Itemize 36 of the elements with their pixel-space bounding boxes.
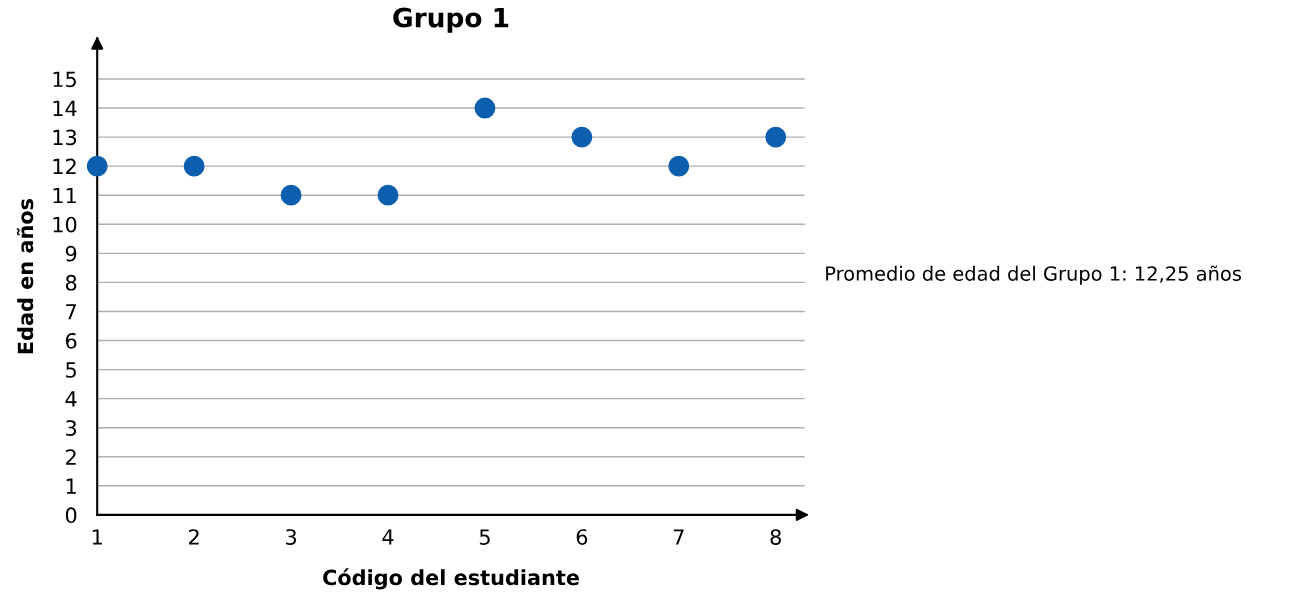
y-tick-label: 1	[66, 478, 76, 494]
y-tick-label: 10	[53, 216, 77, 233]
chart-title: Grupo 1	[393, 7, 509, 33]
y-tick-label: 2	[66, 449, 76, 465]
point	[765, 126, 787, 148]
y-axis-title: Edad en años	[16, 198, 34, 354]
x-tick-label: 3	[286, 529, 297, 545]
point	[668, 155, 690, 177]
x-tick-label: 5	[479, 529, 490, 545]
x-tick-label: 1	[92, 529, 102, 545]
y-tick-label: 4	[65, 391, 77, 407]
y-tick-label: 12	[53, 158, 76, 175]
x-tick-label: 6	[576, 529, 588, 545]
x-tick-label: 7	[673, 529, 684, 545]
point	[86, 155, 108, 177]
point	[474, 97, 496, 119]
y-tick-label: 9	[65, 245, 77, 262]
x-tick-label: 8	[770, 529, 781, 545]
y-tick-label: 5	[66, 362, 76, 378]
point	[280, 184, 302, 206]
y-tick-label: 8	[65, 274, 77, 291]
y-tick-label: 15	[53, 71, 76, 88]
point	[571, 126, 593, 148]
y-tick-label: 11	[53, 187, 76, 204]
y-tick-label: 6	[65, 332, 77, 349]
point	[183, 155, 205, 177]
x-tick-label: 4	[382, 529, 394, 545]
y-tick-label: 13	[53, 129, 77, 146]
y-tick-label: 7	[66, 304, 76, 320]
point	[377, 184, 399, 206]
x-tick-label: 2	[189, 529, 199, 545]
y-tick-label: 3	[66, 420, 77, 436]
text: Promedio de edad del Grupo 1: 12,25 años	[826, 265, 1242, 285]
x-axis-title: Código del estudiante	[323, 568, 579, 590]
y-tick-label: 14	[53, 100, 77, 116]
y-tick-label: 0	[65, 507, 77, 524]
